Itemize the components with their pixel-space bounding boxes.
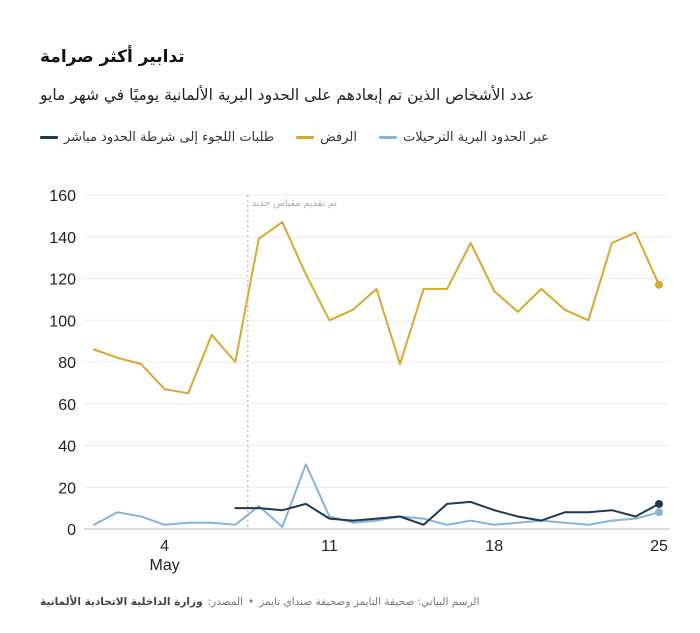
series-line (234, 500, 660, 526)
legend-label-deportations: عبر الحدود البرية الترحيلات (402, 130, 549, 145)
legend-item-direct-asylum: طلبات اللجوء إلى شرطة الحدود مباشر (40, 130, 274, 145)
series-end-marker (655, 508, 663, 517)
series-lines (93, 221, 663, 528)
x-tick-label: 4 (160, 538, 169, 555)
footer-source-label: المصدر: (207, 596, 244, 608)
legend-label-rejections: الرفض (320, 130, 357, 145)
y-axis-labels: 0 20 40 60 80 100 120 140 160 (49, 188, 76, 539)
y-tick-label: 60 (58, 397, 76, 414)
x-tick-label: 11 (321, 538, 338, 555)
annotation-label: تم تقديم مقياس جديد (252, 198, 338, 209)
y-tick-label: 40 (58, 439, 76, 456)
x-tick-label: 25 (650, 538, 668, 555)
y-tick-label: 160 (49, 188, 76, 205)
series-end-marker (655, 280, 663, 289)
y-tick-label: 20 (58, 480, 76, 497)
y-tick-label: 100 (49, 313, 76, 330)
legend-swatch-deportations (378, 136, 397, 139)
y-tick-label: 140 (49, 230, 76, 247)
series-line (93, 463, 660, 528)
chart-subtitle: عدد الأشخاص الذين تم إبعادهم على الحدود … (40, 86, 535, 104)
grid-lines (84, 194, 670, 530)
legend: طلبات اللجوء إلى شرطة الحدود مباشر الرفض… (40, 130, 549, 145)
y-tick-label: 120 (49, 272, 76, 289)
legend-swatch-direct-asylum (40, 136, 58, 139)
y-tick-label: 80 (58, 355, 76, 372)
footer: الرسم البياني: صحيفة التايمز وصحيفة صندا… (40, 596, 479, 608)
footer-source-org: وزارة الداخلية الاتحادية الألمانية (40, 596, 203, 608)
x-month-label: May (150, 557, 180, 574)
y-tick-label: 0 (67, 522, 76, 539)
legend-label-direct-asylum: طلبات اللجوء إلى شرطة الحدود مباشر (64, 130, 275, 145)
series-line (93, 221, 660, 395)
legend-swatch-rejections (296, 136, 315, 139)
series-end-marker (655, 499, 663, 508)
chart-title: تدابير أكثر صرامة (40, 47, 185, 67)
footer-credit: الرسم البياني: صحيفة التايمز وصحيفة صندا… (259, 596, 480, 608)
x-axis-labels: 4 11 18 25 May (150, 538, 668, 574)
annotation: تم تقديم مقياس جديد (247, 195, 338, 529)
x-tick-label: 18 (485, 538, 503, 555)
legend-item-deportations: عبر الحدود البرية الترحيلات (378, 130, 549, 145)
legend-item-rejections: الرفض (296, 130, 357, 145)
footer-separator: • (248, 596, 255, 608)
